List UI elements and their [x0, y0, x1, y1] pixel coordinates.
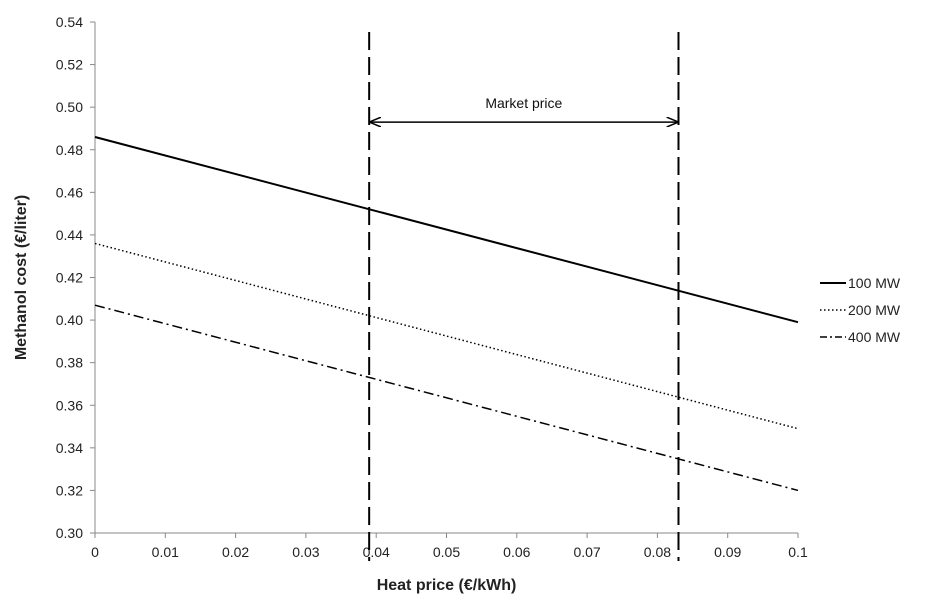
y-tick-label: 0.34: [56, 440, 83, 456]
y-tick-label: 0.50: [56, 99, 83, 115]
y-tick-label: 0.48: [56, 142, 83, 158]
y-tick-label: 0.40: [56, 312, 83, 328]
legend: 100 MW 200 MW 400 MW: [820, 275, 901, 345]
axes: [94, 22, 798, 534]
x-tick-label: 0.04: [363, 544, 390, 560]
y-tick-label: 0.30: [56, 525, 83, 541]
y-tick-label: 0.44: [56, 227, 83, 243]
market-price-annotation: Market price: [370, 95, 677, 122]
series-line-400-mw: [94, 304, 799, 492]
y-tick-label: 0.46: [56, 184, 83, 200]
x-tick-label: 0.01: [152, 544, 179, 560]
x-tick-label: 0.1: [788, 544, 808, 560]
legend-label-2: 200 MW: [848, 302, 901, 318]
y-tick-label: 0.38: [56, 355, 83, 371]
series-line-200-mw: [94, 242, 799, 430]
x-tick-label: 0.05: [433, 544, 460, 560]
x-tick-label: 0.03: [292, 544, 319, 560]
x-tick-label: 0.06: [503, 544, 530, 560]
y-axis-title: Methanol cost (€/liter): [13, 195, 30, 360]
y-tick-label: 0.36: [56, 397, 83, 413]
x-tick-label: 0.07: [573, 544, 600, 560]
y-tick-label: 0.54: [56, 14, 83, 30]
x-tick-label: 0.02: [222, 544, 249, 560]
x-axis-ticks: 0 0.01 0.02 0.03 0.04 0.05 0.06 0.07 0.08 0.09 0.1: [91, 533, 808, 560]
x-tick-label: 0: [91, 544, 99, 560]
y-axis-ticks: 0.30 0.32 0.34 0.36 0.38 0.40 0.42 0.44 0.46 0.48…: [56, 14, 95, 541]
x-axis-title: Heat price (€/kWh): [377, 577, 517, 594]
y-tick-label: 0.42: [56, 270, 83, 286]
y-tick-label: 0.32: [56, 482, 83, 498]
y-tick-label: 0.52: [56, 57, 83, 73]
series-lines: [94, 136, 799, 492]
market-price-label: Market price: [485, 95, 562, 111]
legend-label-3: 400 MW: [848, 329, 901, 345]
x-tick-label: 0.08: [644, 544, 671, 560]
market-price-lines: [368, 32, 680, 561]
legend-label-1: 100 MW: [848, 275, 901, 291]
x-tick-label: 0.09: [714, 544, 741, 560]
series-line-100-mw: [94, 136, 799, 324]
